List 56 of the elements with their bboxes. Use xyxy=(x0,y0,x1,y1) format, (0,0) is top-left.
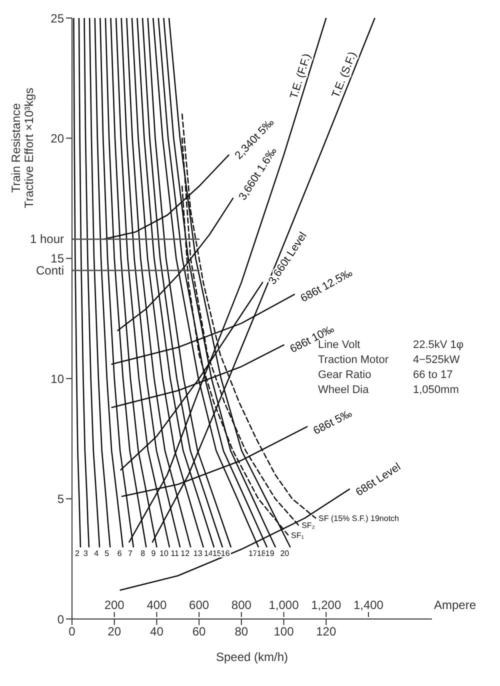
series-label: 19 xyxy=(265,548,275,558)
text: T.E. (S.F.) xyxy=(330,50,360,100)
text: 1,050mm xyxy=(413,384,459,396)
x2-tick-label: 600 xyxy=(189,598,210,612)
x2-tick-label: 200 xyxy=(104,598,125,612)
x-tick-label: 40 xyxy=(150,624,164,639)
x2-tick-label: 400 xyxy=(146,598,168,612)
series-label: 17 xyxy=(248,548,258,558)
text: Gear Ratio xyxy=(318,369,372,381)
text: Line Volt xyxy=(318,339,360,351)
y-tick-label: 20 xyxy=(50,131,64,146)
series-label: 10 xyxy=(160,548,169,558)
series-label: 11 xyxy=(170,548,180,558)
y-tick-label: 15 xyxy=(50,252,64,266)
series-label: 13 xyxy=(193,548,203,558)
series-label: 20 xyxy=(280,548,290,558)
text: Wheel Dia xyxy=(318,384,369,396)
x2-tick-label: 1,000 xyxy=(268,598,300,612)
x-tick-label: 120 xyxy=(316,624,336,639)
series-label: 15 xyxy=(212,548,222,558)
series-label: 6 xyxy=(117,548,122,558)
x-tick-label: 0 xyxy=(68,624,76,639)
series-label: 5 xyxy=(104,548,110,558)
series-label: 12 xyxy=(180,548,190,558)
x-tick-label: 60 xyxy=(192,624,206,639)
series-label: 9 xyxy=(151,548,156,558)
text: T.E. (F.F.) xyxy=(288,52,314,100)
series-label: 4 xyxy=(94,548,100,558)
text: 686t 5‰ xyxy=(312,408,354,438)
y-tick-label: 0 xyxy=(57,612,64,626)
text: 66 to 17 xyxy=(413,369,453,381)
series-label: 8 xyxy=(140,548,146,558)
series-label: 2 xyxy=(75,548,80,558)
x2-tick-label: 1,400 xyxy=(353,598,384,612)
y-tick-label: 25 xyxy=(50,11,64,26)
x-tick-label: 80 xyxy=(234,624,248,639)
series-label: SF₂ xyxy=(302,521,315,530)
series-label: 7 xyxy=(128,548,133,558)
x2-axis-title: Ampere xyxy=(434,598,476,612)
text: Traction Motor xyxy=(318,354,389,366)
y-tick-label: 5 xyxy=(57,492,64,506)
y-tick-label: 10 xyxy=(50,372,64,386)
x2-tick-label: 1,200 xyxy=(311,598,342,612)
y-axis-title: Train Resistance Tractive Effort ×10³kgs xyxy=(9,88,36,208)
series-label: SF (15% S.F.) 19notch xyxy=(318,514,400,524)
text: 22.5kV 1φ xyxy=(413,339,464,351)
series-label: 3 xyxy=(83,548,88,558)
series-label: 1 hour xyxy=(30,232,64,246)
text: 4−525kW xyxy=(413,354,460,366)
x2-tick-label: 800 xyxy=(231,598,252,612)
series-label: 14 xyxy=(204,548,214,558)
series-label: Conti xyxy=(36,263,64,278)
x-tick-label: 20 xyxy=(108,624,122,639)
x-tick-label: 100 xyxy=(274,624,294,639)
x-axis-title: Speed (km/h) xyxy=(216,650,288,664)
series-label: SF₁ xyxy=(291,530,304,540)
